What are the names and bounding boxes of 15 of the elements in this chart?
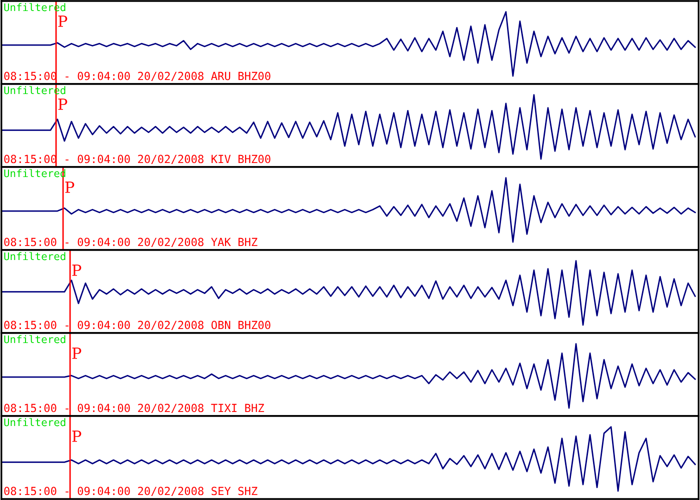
text: Unfiltered xyxy=(4,335,66,344)
annotation: 08:15:00 - 09:04:00 20/02/2008 SEY SHZ xyxy=(4,486,258,496)
annotation: 08:15:00 - 09:04:00 20/02/2008 OBN BHZ00 xyxy=(4,320,270,330)
annotation: 08:15:00 - 09:04:00 20/02/2008 ARU BHZ00 xyxy=(4,72,270,82)
annotation: 08:15:00 - 09:04:00 20/02/2008 TIXI BHZ xyxy=(4,404,264,414)
annotation: P xyxy=(65,182,74,193)
annotation: P xyxy=(58,16,68,27)
text: Unfiltered xyxy=(4,418,66,426)
text: Unfiltered xyxy=(4,252,66,260)
annotation: P xyxy=(72,348,82,359)
annotation: P xyxy=(58,98,68,110)
annotation: P xyxy=(72,430,82,442)
annotation: 08:15:00 - 09:04:00 20/02/2008 KIV BHZ00 xyxy=(4,154,270,164)
annotation: 08:15:00 - 09:04:00 20/02/2008 YAK BHZ xyxy=(4,238,258,248)
annotation: P xyxy=(72,264,82,276)
